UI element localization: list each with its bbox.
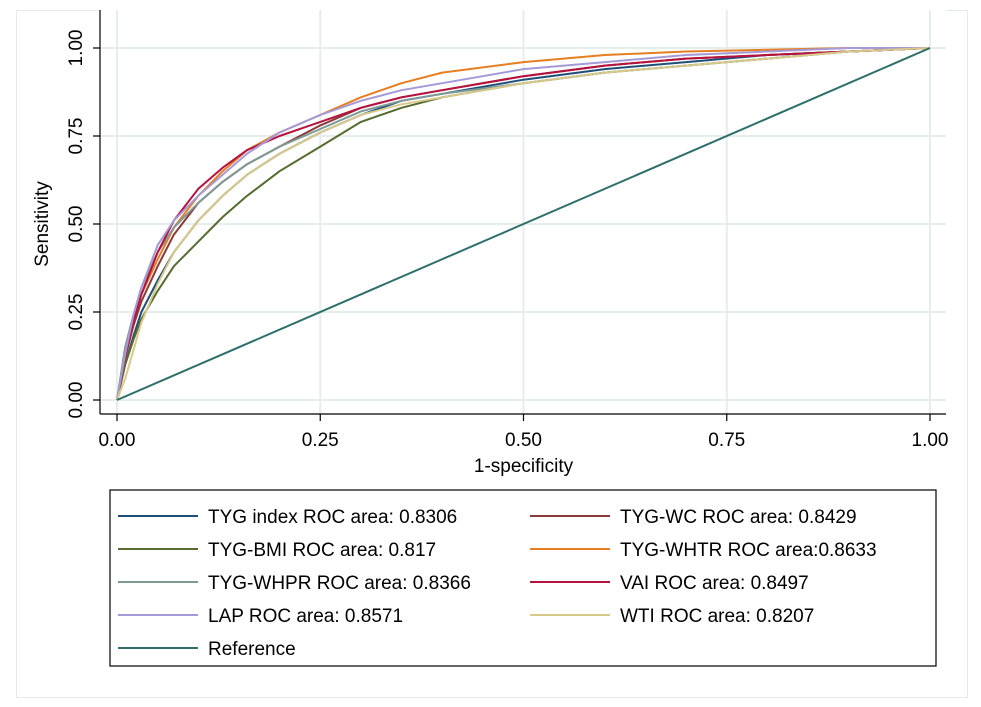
y-axis-title: Sensitivity xyxy=(32,181,53,267)
legend-label-6: LAP ROC area: 0.8571 xyxy=(208,606,403,627)
series-line-vai xyxy=(116,47,931,401)
x-tick-label-0: 0.00 xyxy=(99,430,136,451)
legend-label-8: Reference xyxy=(208,639,296,660)
legend-label-7: WTI ROC area: 0.8207 xyxy=(620,606,814,627)
x-axis-title: 1-specificity xyxy=(474,456,574,477)
x-tick-label-2: 0.50 xyxy=(505,430,542,451)
series-line-lap xyxy=(116,47,930,401)
series-line-wti xyxy=(116,47,931,401)
legend-label-0: TYG index ROC area: 0.8306 xyxy=(208,507,457,528)
series-layer xyxy=(116,47,931,401)
legend-label-1: TYG-WC ROC area: 0.8429 xyxy=(620,507,857,528)
legend: TYG index ROC area: 0.8306 TYG-WC ROC are… xyxy=(109,489,937,667)
x-tick-label-4: 1.00 xyxy=(912,430,949,451)
x-tick-label-1: 0.25 xyxy=(302,430,339,451)
legend-box xyxy=(109,489,937,667)
legend-label-5: VAI ROC area: 0.8497 xyxy=(620,573,809,594)
x-tick-label-3: 0.75 xyxy=(708,430,745,451)
legend-label-2: TYG-BMI ROC area: 0.817 xyxy=(208,540,436,561)
axes: 0.00 0.25 0.50 0.75 1.00 0.00 0.25 0.50 0.75 1.00 xyxy=(66,10,948,451)
y-tick-label-0: 0.00 xyxy=(66,382,87,419)
y-tick-label-3: 0.75 xyxy=(66,118,87,155)
series-line-reference xyxy=(116,47,931,401)
legend-label-4: TYG-WHPR ROC area: 0.8366 xyxy=(208,573,471,594)
legend-label-3: TYG-WHTR ROC area:0.8633 xyxy=(620,540,877,561)
y-tick-label-1: 0.25 xyxy=(66,294,87,331)
y-tick-label-4: 1.00 xyxy=(66,30,87,67)
y-tick-label-2: 0.50 xyxy=(66,206,87,243)
